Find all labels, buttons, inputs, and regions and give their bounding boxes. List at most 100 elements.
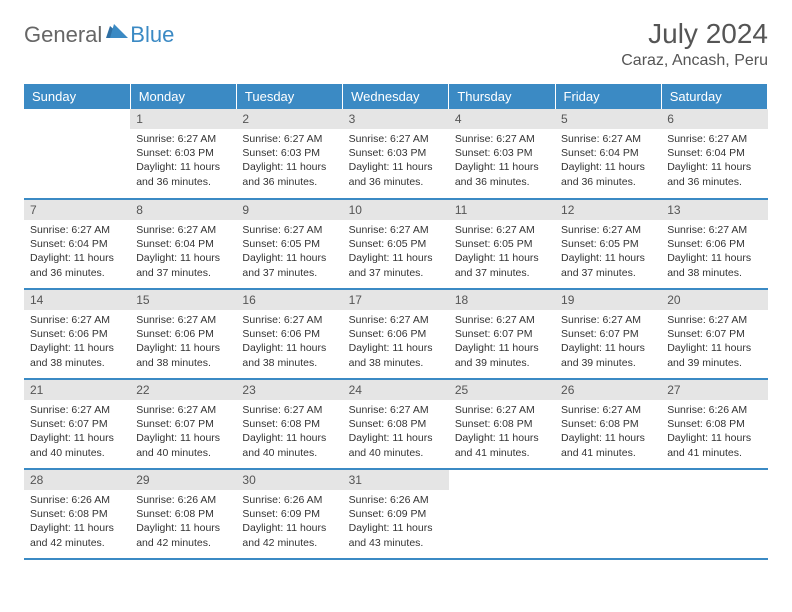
day-number: 3 [343, 109, 449, 129]
day-line: and 36 minutes. [561, 175, 655, 189]
day-line: Sunrise: 6:27 AM [455, 313, 549, 327]
calendar-day-cell: 19Sunrise: 6:27 AMSunset: 6:07 PMDayligh… [555, 289, 661, 379]
day-line: Sunrise: 6:27 AM [349, 313, 443, 327]
calendar-day-cell: 20Sunrise: 6:27 AMSunset: 6:07 PMDayligh… [661, 289, 767, 379]
day-line: Daylight: 11 hours [242, 251, 336, 265]
day-line: and 36 minutes. [136, 175, 230, 189]
day-line: Sunrise: 6:27 AM [667, 132, 761, 146]
calendar-day-cell: 3Sunrise: 6:27 AMSunset: 6:03 PMDaylight… [343, 109, 449, 199]
day-line: Sunrise: 6:27 AM [561, 223, 655, 237]
day-line: Sunset: 6:03 PM [136, 146, 230, 160]
calendar-week-row: 14Sunrise: 6:27 AMSunset: 6:06 PMDayligh… [24, 289, 768, 379]
day-content: Sunrise: 6:26 AMSunset: 6:08 PMDaylight:… [130, 490, 236, 556]
day-line: Daylight: 11 hours [242, 341, 336, 355]
page-subtitle: Caraz, Ancash, Peru [621, 52, 768, 70]
day-line: Sunset: 6:04 PM [667, 146, 761, 160]
calendar-day-cell [555, 469, 661, 559]
day-number: 8 [130, 200, 236, 220]
day-line: Sunrise: 6:26 AM [136, 493, 230, 507]
day-line: and 39 minutes. [561, 356, 655, 370]
day-line: and 42 minutes. [242, 536, 336, 550]
day-line: Sunrise: 6:27 AM [349, 403, 443, 417]
calendar-day-cell: 30Sunrise: 6:26 AMSunset: 6:09 PMDayligh… [236, 469, 342, 559]
day-content: Sunrise: 6:27 AMSunset: 6:07 PMDaylight:… [130, 400, 236, 466]
calendar-day-cell: 14Sunrise: 6:27 AMSunset: 6:06 PMDayligh… [24, 289, 130, 379]
day-line: and 40 minutes. [136, 446, 230, 460]
day-line: Daylight: 11 hours [349, 431, 443, 445]
day-content: Sunrise: 6:27 AMSunset: 6:08 PMDaylight:… [449, 400, 555, 466]
day-line: and 42 minutes. [136, 536, 230, 550]
day-line: Sunrise: 6:27 AM [242, 403, 336, 417]
day-line: Sunrise: 6:26 AM [242, 493, 336, 507]
day-line: Daylight: 11 hours [561, 251, 655, 265]
day-line: Sunrise: 6:27 AM [242, 313, 336, 327]
day-number: 14 [24, 290, 130, 310]
day-number: 5 [555, 109, 661, 129]
day-content: Sunrise: 6:27 AMSunset: 6:04 PMDaylight:… [661, 129, 767, 195]
day-line: Sunrise: 6:26 AM [30, 493, 124, 507]
day-line: Daylight: 11 hours [667, 431, 761, 445]
calendar-header-row: SundayMondayTuesdayWednesdayThursdayFrid… [24, 84, 768, 109]
day-number [661, 470, 767, 476]
day-line: Sunset: 6:08 PM [136, 507, 230, 521]
day-content: Sunrise: 6:26 AMSunset: 6:08 PMDaylight:… [24, 490, 130, 556]
weekday-header: Tuesday [236, 84, 342, 109]
calendar-day-cell: 2Sunrise: 6:27 AMSunset: 6:03 PMDaylight… [236, 109, 342, 199]
calendar-body: 1Sunrise: 6:27 AMSunset: 6:03 PMDaylight… [24, 109, 768, 559]
day-line: and 37 minutes. [561, 266, 655, 280]
day-content: Sunrise: 6:27 AMSunset: 6:05 PMDaylight:… [449, 220, 555, 286]
calendar-day-cell: 25Sunrise: 6:27 AMSunset: 6:08 PMDayligh… [449, 379, 555, 469]
day-line: Sunset: 6:07 PM [667, 327, 761, 341]
day-line: Sunrise: 6:27 AM [455, 403, 549, 417]
day-number: 9 [236, 200, 342, 220]
day-line: Sunrise: 6:27 AM [30, 223, 124, 237]
day-number: 10 [343, 200, 449, 220]
day-number: 27 [661, 380, 767, 400]
day-line: Daylight: 11 hours [561, 431, 655, 445]
day-line: Daylight: 11 hours [30, 341, 124, 355]
day-line: Daylight: 11 hours [349, 160, 443, 174]
day-line: Sunrise: 6:26 AM [349, 493, 443, 507]
day-number: 6 [661, 109, 767, 129]
logo-triangle-icon [106, 18, 128, 44]
header: General Blue July 2024 Caraz, Ancash, Pe… [24, 18, 768, 70]
calendar-day-cell: 26Sunrise: 6:27 AMSunset: 6:08 PMDayligh… [555, 379, 661, 469]
day-content: Sunrise: 6:27 AMSunset: 6:07 PMDaylight:… [449, 310, 555, 376]
day-line: Sunrise: 6:27 AM [561, 403, 655, 417]
day-line: Sunset: 6:08 PM [455, 417, 549, 431]
day-content: Sunrise: 6:27 AMSunset: 6:07 PMDaylight:… [555, 310, 661, 376]
day-content: Sunrise: 6:27 AMSunset: 6:03 PMDaylight:… [130, 129, 236, 195]
day-line: Sunset: 6:05 PM [455, 237, 549, 251]
day-line: Sunset: 6:05 PM [242, 237, 336, 251]
day-line: Daylight: 11 hours [455, 251, 549, 265]
day-content: Sunrise: 6:27 AMSunset: 6:03 PMDaylight:… [449, 129, 555, 195]
calendar-day-cell: 6Sunrise: 6:27 AMSunset: 6:04 PMDaylight… [661, 109, 767, 199]
day-line: Sunset: 6:06 PM [242, 327, 336, 341]
day-number: 22 [130, 380, 236, 400]
day-number: 21 [24, 380, 130, 400]
calendar-day-cell: 15Sunrise: 6:27 AMSunset: 6:06 PMDayligh… [130, 289, 236, 379]
day-number: 15 [130, 290, 236, 310]
day-line: Daylight: 11 hours [30, 251, 124, 265]
day-line: and 40 minutes. [30, 446, 124, 460]
day-content: Sunrise: 6:26 AMSunset: 6:09 PMDaylight:… [343, 490, 449, 556]
day-line: Sunset: 6:07 PM [136, 417, 230, 431]
day-content: Sunrise: 6:27 AMSunset: 6:08 PMDaylight:… [343, 400, 449, 466]
day-line: and 36 minutes. [30, 266, 124, 280]
day-line: Sunrise: 6:27 AM [455, 223, 549, 237]
day-line: Sunrise: 6:27 AM [561, 313, 655, 327]
day-line: and 40 minutes. [242, 446, 336, 460]
day-line: and 39 minutes. [667, 356, 761, 370]
day-number: 20 [661, 290, 767, 310]
weekday-header: Friday [555, 84, 661, 109]
day-line: Daylight: 11 hours [136, 341, 230, 355]
day-line: Sunset: 6:08 PM [561, 417, 655, 431]
weekday-header: Wednesday [343, 84, 449, 109]
day-number: 4 [449, 109, 555, 129]
day-line: Sunset: 6:04 PM [136, 237, 230, 251]
day-line: Daylight: 11 hours [561, 341, 655, 355]
day-number: 25 [449, 380, 555, 400]
day-content: Sunrise: 6:27 AMSunset: 6:05 PMDaylight:… [343, 220, 449, 286]
day-line: Sunrise: 6:26 AM [667, 403, 761, 417]
calendar-day-cell: 13Sunrise: 6:27 AMSunset: 6:06 PMDayligh… [661, 199, 767, 289]
